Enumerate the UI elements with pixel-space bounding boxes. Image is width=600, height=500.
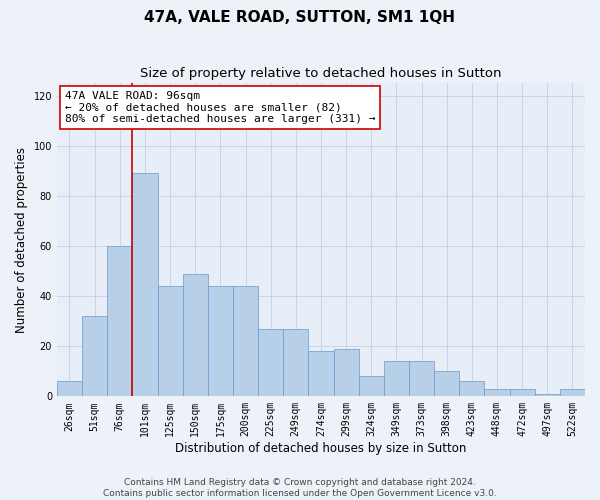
X-axis label: Distribution of detached houses by size in Sutton: Distribution of detached houses by size … [175, 442, 467, 455]
Y-axis label: Number of detached properties: Number of detached properties [15, 146, 28, 332]
Bar [308, 351, 334, 397]
Bar [233, 286, 258, 397]
Bar [258, 328, 283, 396]
Bar [459, 382, 484, 396]
Text: Contains HM Land Registry data © Crown copyright and database right 2024.
Contai: Contains HM Land Registry data © Crown c… [103, 478, 497, 498]
Bar [208, 286, 233, 397]
Bar [107, 246, 133, 396]
Bar [283, 328, 308, 396]
Bar [509, 389, 535, 396]
Title: Size of property relative to detached houses in Sutton: Size of property relative to detached ho… [140, 68, 502, 80]
Bar [133, 174, 158, 396]
Bar [334, 348, 359, 397]
Bar [82, 316, 107, 396]
Bar [359, 376, 384, 396]
Text: 47A, VALE ROAD, SUTTON, SM1 1QH: 47A, VALE ROAD, SUTTON, SM1 1QH [145, 10, 455, 25]
Bar [57, 382, 82, 396]
Bar [484, 389, 509, 396]
Bar [409, 361, 434, 396]
Bar [182, 274, 208, 396]
Text: 47A VALE ROAD: 96sqm
← 20% of detached houses are smaller (82)
80% of semi-detac: 47A VALE ROAD: 96sqm ← 20% of detached h… [65, 91, 376, 124]
Bar [384, 361, 409, 396]
Bar [434, 372, 459, 396]
Bar [535, 394, 560, 396]
Bar [158, 286, 182, 397]
Bar [560, 389, 585, 396]
